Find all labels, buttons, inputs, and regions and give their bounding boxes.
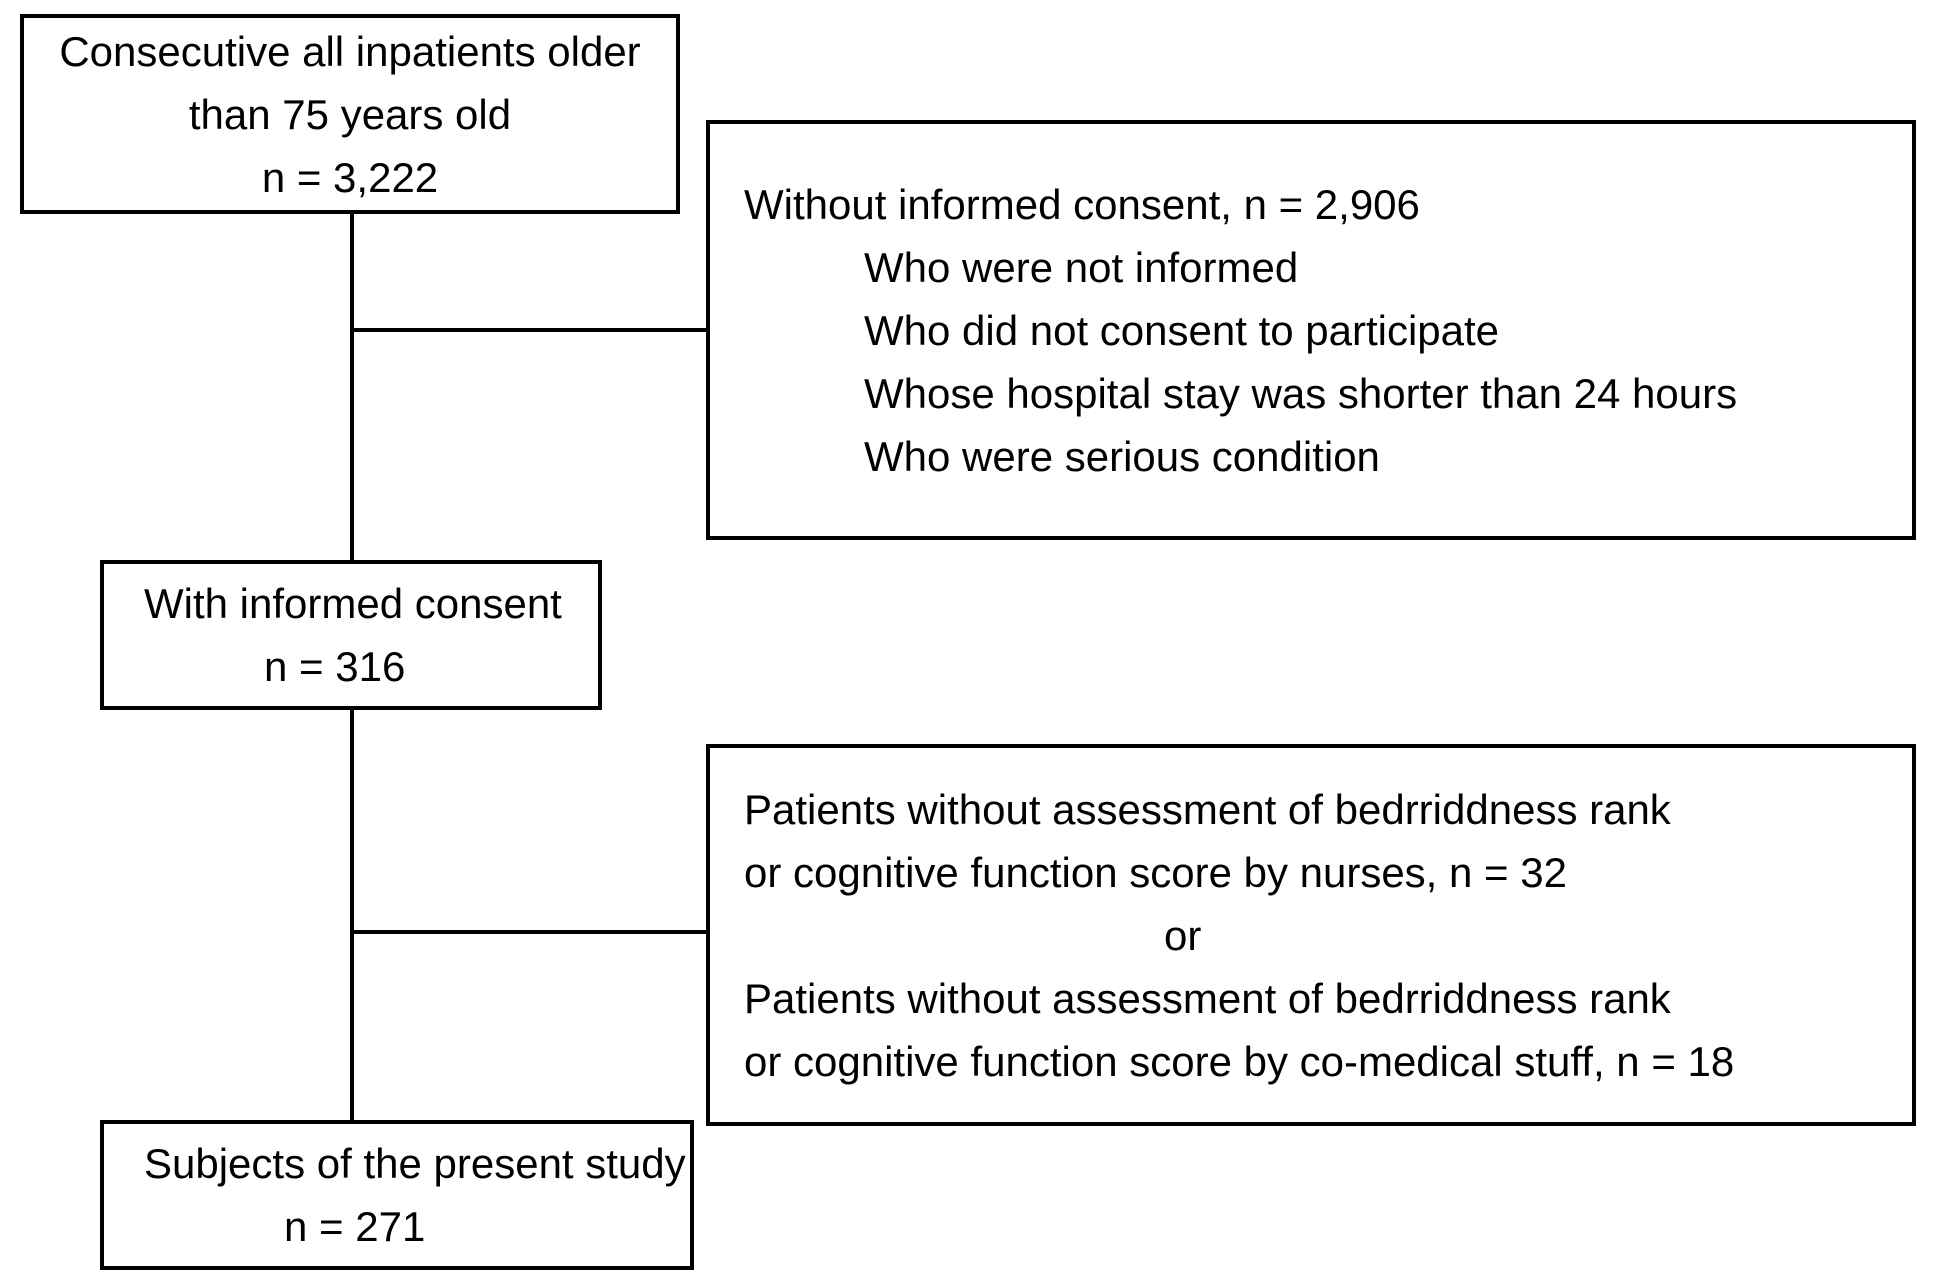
box-excl1-line4: Whose hospital stay was shorter than 24 … xyxy=(744,362,1878,425)
connector-h2 xyxy=(350,930,706,934)
box-exclusion-1: Without informed consent, n = 2,906 Who … xyxy=(706,120,1916,540)
connector-h1 xyxy=(350,328,706,332)
box-excl2-line3: or xyxy=(744,904,1878,967)
box-excl2-line1: Patients without assessment of bedrriddn… xyxy=(744,778,1878,841)
box-final-line2: n = 271 xyxy=(144,1195,666,1258)
box-excl1-line3: Who did not consent to participate xyxy=(744,299,1878,362)
box-consent-line1: With informed consent xyxy=(144,572,574,635)
connector-v1 xyxy=(350,214,354,560)
box-excl2-line5: or cognitive function score by co-medica… xyxy=(744,1030,1878,1093)
box-initial-line3: n = 3,222 xyxy=(262,146,438,209)
box-final-line1: Subjects of the present study xyxy=(144,1132,666,1195)
box-initial-line2: than 75 years old xyxy=(189,83,511,146)
box-exclusion-2: Patients without assessment of bedrriddn… xyxy=(706,744,1916,1126)
box-excl2-line2: or cognitive function score by nurses, n… xyxy=(744,841,1878,904)
box-final: Subjects of the present study n = 271 xyxy=(100,1120,694,1270)
box-consent: With informed consent n = 316 xyxy=(100,560,602,710)
connector-v2 xyxy=(350,710,354,1120)
box-initial: Consecutive all inpatients older than 75… xyxy=(20,14,680,214)
box-excl1-line1: Without informed consent, n = 2,906 xyxy=(744,173,1878,236)
box-excl2-line4: Patients without assessment of bedrriddn… xyxy=(744,967,1878,1030)
flowchart-canvas: Consecutive all inpatients older than 75… xyxy=(0,0,1946,1272)
box-consent-line2: n = 316 xyxy=(144,635,574,698)
box-excl1-line2: Who were not informed xyxy=(744,236,1878,299)
box-excl1-line5: Who were serious condition xyxy=(744,425,1878,488)
box-initial-line1: Consecutive all inpatients older xyxy=(59,20,640,83)
